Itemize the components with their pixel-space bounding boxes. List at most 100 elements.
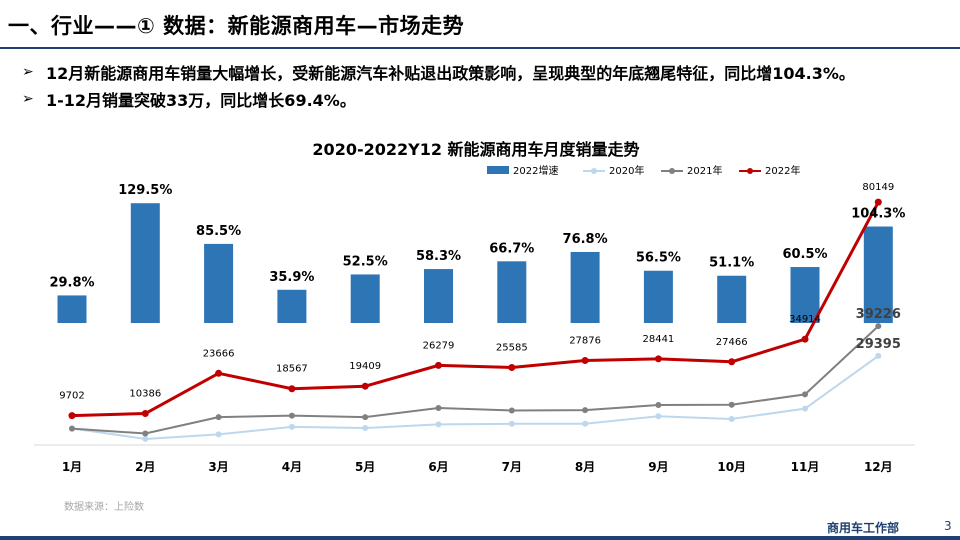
series-1-point-9 (655, 413, 662, 420)
point-label-2022-5: 19409 (349, 361, 381, 372)
x-tick-label-3: 3月 (208, 460, 228, 474)
x-tick-label-6: 6月 (428, 460, 448, 474)
bar-label-6: 58.3% (416, 249, 461, 264)
series-3-point-11 (801, 335, 809, 343)
legend-label-4: 2022年 (765, 164, 800, 177)
series-line-1 (71, 355, 879, 440)
x-tick-label-2: 2月 (135, 460, 155, 474)
bar-4 (277, 289, 307, 323)
bar-8 (570, 251, 600, 323)
series-3-point-1 (68, 412, 76, 420)
series-3-point-5 (361, 382, 369, 390)
bullet-text-2: 1-12月销量突破33万，同比增长69.4%。 (46, 90, 356, 110)
bar-label-5: 52.5% (343, 254, 388, 269)
x-tick-label-9: 9月 (648, 460, 668, 474)
bar-label-1: 29.8% (49, 275, 94, 290)
footer-department: 商用车工作部 (827, 521, 900, 535)
bar-label-4: 35.9% (269, 270, 314, 285)
series-1-point-5 (362, 425, 369, 432)
legend-label-1: 2022增速 (513, 164, 558, 177)
bar-7 (497, 261, 527, 323)
legend-marker-3 (669, 168, 675, 174)
bar-9 (643, 270, 673, 323)
bar-label-2: 129.5% (118, 183, 172, 198)
bar-5 (350, 274, 380, 323)
series-1-point-7 (508, 420, 515, 427)
series-3-point-12 (874, 198, 882, 206)
bar-label-12: 104.3% (851, 207, 905, 222)
series-1-point-6 (435, 421, 442, 428)
point-label-2020-12: 29395 (856, 337, 901, 352)
bar-label-7: 66.7% (489, 241, 534, 256)
point-label-2022-8: 27876 (569, 336, 601, 347)
bullet-item-1: ➢ 12月新能源商用车销量大幅增长，受新能源汽车补贴退出政策影响，呈现典型的年底… (22, 58, 855, 85)
bar-label-8: 76.8% (563, 232, 608, 247)
bar-2 (130, 203, 160, 323)
series-1-point-2 (142, 435, 149, 442)
bar-10 (717, 275, 747, 323)
series-2-point-11 (802, 391, 808, 398)
series-3-point-3 (215, 369, 223, 377)
x-tick-label-5: 5月 (355, 460, 375, 474)
legend-marker-4 (747, 168, 753, 174)
series-3-point-2 (141, 410, 149, 418)
point-label-2022-2: 10386 (129, 389, 161, 400)
bar-1 (57, 295, 87, 323)
bar-3 (204, 243, 234, 323)
bullet-text-1: 12月新能源商用车销量大幅增长，受新能源汽车补贴退出政策影响，呈现典型的年底翘尾… (46, 63, 855, 83)
arrow-bullet-icon: ➢ (22, 90, 34, 107)
x-tick-label-7: 7月 (502, 460, 522, 474)
series-line-2 (71, 325, 879, 435)
series-line-3 (71, 201, 880, 418)
series-2-point-8 (582, 407, 589, 414)
page-number: 3 (944, 519, 952, 533)
x-tick-label-12: 12月 (864, 460, 893, 474)
data-source-note: 数据来源：上险数 (64, 502, 144, 513)
bar-label-10: 51.1% (709, 256, 754, 271)
series-3-point-7 (508, 363, 516, 371)
point-label-2022-1: 9702 (59, 391, 84, 402)
series-3-point-6 (435, 361, 442, 369)
series-2-point-5 (362, 414, 369, 421)
title-divider (0, 47, 960, 49)
series-2-point-1 (69, 425, 75, 432)
bullet-item-2: ➢ 1-12月销量突破33万，同比增长69.4%。 (22, 85, 855, 112)
bullet-list: ➢ 12月新能源商用车销量大幅增长，受新能源汽车补贴退出政策影响，呈现典型的年底… (22, 58, 855, 112)
point-label-2021-12: 39226 (856, 307, 901, 322)
point-label-2022-3: 23666 (203, 348, 235, 359)
series-2-point-10 (728, 401, 735, 408)
footer-divider (0, 536, 960, 540)
point-label-2022-6: 26279 (423, 340, 455, 351)
x-tick-label-8: 8月 (575, 460, 595, 474)
series-1-point-10 (728, 415, 735, 422)
x-tick-label-10: 10月 (717, 460, 746, 474)
bar-label-11: 60.5% (782, 247, 827, 262)
x-tick-label-1: 1月 (62, 460, 82, 474)
series-2-point-3 (215, 414, 222, 421)
series-2-point-4 (288, 412, 295, 419)
point-label-2022-7: 25585 (496, 342, 528, 353)
series-2-point-12 (875, 323, 882, 330)
series-1-point-4 (288, 423, 295, 430)
chart-title: 2020-2022Y12 新能源商用车月度销量走势 (312, 140, 639, 159)
bar-label-9: 56.5% (636, 251, 681, 266)
point-label-2022-10: 27466 (716, 337, 748, 348)
legend-marker-2 (591, 168, 597, 174)
series-2-point-6 (435, 405, 442, 412)
bar-11 (790, 267, 820, 323)
series-3-point-9 (654, 355, 662, 363)
bar-12 (863, 226, 893, 323)
series-3-point-4 (288, 385, 296, 393)
series-1-point-8 (582, 420, 589, 427)
x-tick-label-11: 11月 (791, 460, 820, 474)
bar-6 (424, 269, 453, 323)
series-1-point-3 (215, 431, 222, 438)
series-1-point-11 (802, 405, 808, 412)
series-2-point-2 (142, 430, 149, 437)
series-2-point-7 (508, 407, 515, 414)
point-label-2022-9: 28441 (642, 334, 674, 345)
arrow-bullet-icon: ➢ (22, 63, 34, 80)
legend-swatch-1 (487, 166, 509, 174)
series-2-point-9 (655, 402, 662, 409)
